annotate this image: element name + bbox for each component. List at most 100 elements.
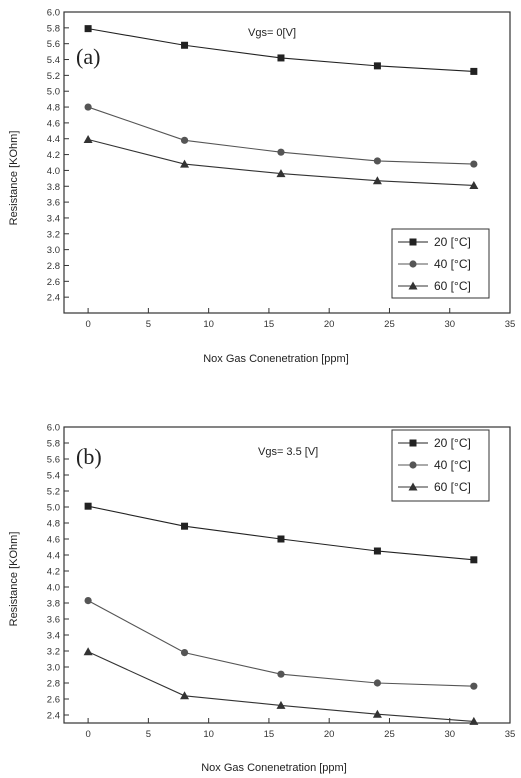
chart-panel-b: (b) Vgs= 3.5 [V] Nox Gas Conenetration [… bbox=[8, 423, 516, 775]
y-tick-label: 4.0 bbox=[47, 583, 60, 594]
y-tick-label: 3.4 bbox=[47, 213, 60, 224]
y-tick-label: 4.8 bbox=[47, 519, 60, 530]
data-point bbox=[373, 547, 381, 555]
chart-panel-a: (a) Vgs= 0[V] Nox Gas Conenetration [ppm… bbox=[8, 8, 516, 366]
x-axis-label: Nox Gas Conenetration [ppm] bbox=[201, 762, 347, 774]
data-point bbox=[276, 700, 286, 709]
y-tick-label: 4.2 bbox=[47, 150, 60, 161]
y-tick-label: 5.8 bbox=[47, 439, 60, 450]
y-tick-label: 2.4 bbox=[47, 711, 60, 722]
data-point bbox=[84, 502, 92, 510]
y-tick-label: 2.6 bbox=[47, 277, 60, 288]
y-tick-label: 3.2 bbox=[47, 647, 60, 658]
data-point bbox=[373, 62, 381, 70]
y-tick-label: 3.6 bbox=[47, 615, 60, 626]
data-point bbox=[277, 54, 285, 62]
y-tick-label: 5.2 bbox=[47, 71, 60, 82]
panel-label: (a) bbox=[76, 44, 100, 69]
y-tick-label: 2.8 bbox=[47, 261, 60, 272]
legend-label: 40 [°C] bbox=[434, 458, 471, 472]
x-tick-label: 25 bbox=[384, 729, 395, 740]
legend-label: 40 [°C] bbox=[434, 257, 471, 271]
x-tick-label: 35 bbox=[505, 319, 516, 330]
y-tick-label: 5.6 bbox=[47, 455, 60, 466]
legend-label: 20 [°C] bbox=[434, 436, 471, 450]
y-tick-label: 5.8 bbox=[47, 23, 60, 34]
x-tick-label: 20 bbox=[324, 319, 335, 330]
data-point bbox=[372, 709, 382, 718]
series-line bbox=[87, 505, 474, 561]
legend-marker bbox=[408, 281, 418, 290]
y-tick-label: 4.4 bbox=[47, 551, 60, 562]
x-tick-label: 20 bbox=[324, 729, 335, 740]
panel-label: (b) bbox=[76, 444, 102, 469]
y-tick-label: 3.0 bbox=[47, 663, 60, 674]
data-point bbox=[470, 556, 478, 564]
y-tick-label: 6.0 bbox=[47, 423, 60, 434]
x-tick-label: 5 bbox=[146, 319, 151, 330]
y-tick-label: 3.4 bbox=[47, 631, 60, 642]
legend-marker bbox=[409, 260, 417, 268]
y-tick-label: 4.2 bbox=[47, 567, 60, 578]
x-tick-label: 15 bbox=[264, 729, 275, 740]
legend-label: 60 [°C] bbox=[434, 279, 471, 293]
y-axis-label: Resistance [KOhm] bbox=[8, 131, 20, 226]
y-tick-label: 6.0 bbox=[47, 8, 60, 19]
x-tick-label: 30 bbox=[444, 319, 455, 330]
x-tick-label: 5 bbox=[146, 729, 151, 740]
data-point bbox=[373, 157, 382, 165]
legend-marker bbox=[409, 461, 417, 469]
data-point bbox=[181, 41, 189, 49]
y-tick-label: 5.2 bbox=[47, 487, 60, 498]
data-point bbox=[180, 691, 190, 700]
data-point bbox=[83, 647, 93, 656]
y-tick-label: 4.4 bbox=[47, 134, 60, 145]
y-tick-label: 4.6 bbox=[47, 118, 60, 129]
data-point bbox=[372, 176, 382, 185]
legend-marker bbox=[409, 439, 417, 447]
data-point bbox=[470, 67, 478, 75]
data-point bbox=[180, 136, 189, 144]
x-tick-label: 15 bbox=[264, 319, 275, 330]
y-tick-label: 3.8 bbox=[47, 599, 60, 610]
y-tick-label: 2.6 bbox=[47, 695, 60, 706]
plot-frame bbox=[63, 426, 511, 724]
x-tick-label: 25 bbox=[384, 319, 395, 330]
data-point bbox=[469, 716, 479, 725]
data-point bbox=[277, 670, 285, 678]
legend-marker bbox=[408, 482, 418, 491]
y-tick-label: 3.6 bbox=[47, 198, 60, 209]
y-tick-label: 5.6 bbox=[47, 39, 60, 50]
series-line bbox=[87, 651, 474, 722]
y-tick-label: 4.6 bbox=[47, 535, 60, 546]
data-point bbox=[469, 180, 479, 189]
x-tick-label: 0 bbox=[85, 729, 90, 740]
x-tick-label: 30 bbox=[444, 729, 455, 740]
x-tick-label: 10 bbox=[203, 319, 214, 330]
data-point bbox=[470, 682, 478, 690]
y-tick-label: 3.2 bbox=[47, 229, 60, 240]
data-point bbox=[84, 103, 92, 111]
y-axis-label: Resistance [KOhm] bbox=[8, 532, 20, 627]
data-point bbox=[180, 159, 190, 168]
data-point bbox=[373, 679, 382, 687]
y-tick-label: 5.4 bbox=[47, 471, 60, 482]
data-point bbox=[277, 535, 285, 543]
y-tick-label: 5.0 bbox=[47, 87, 60, 98]
x-axis-label: Nox Gas Conenetration [ppm] bbox=[203, 353, 349, 365]
data-point bbox=[181, 522, 189, 530]
legend-label: 60 [°C] bbox=[434, 480, 471, 494]
x-tick-label: 35 bbox=[505, 729, 516, 740]
legend-marker bbox=[409, 238, 417, 246]
data-point bbox=[470, 160, 478, 168]
data-point bbox=[277, 148, 285, 156]
legend-label: 20 [°C] bbox=[434, 235, 471, 249]
y-tick-label: 5.4 bbox=[47, 55, 60, 66]
y-tick-label: 3.8 bbox=[47, 182, 60, 193]
data-point bbox=[84, 597, 92, 605]
x-tick-label: 10 bbox=[203, 729, 214, 740]
y-tick-label: 4.8 bbox=[47, 103, 60, 114]
data-point bbox=[180, 649, 189, 657]
plot-frame bbox=[63, 11, 511, 314]
chart-annotation: Vgs= 0[V] bbox=[248, 27, 296, 39]
